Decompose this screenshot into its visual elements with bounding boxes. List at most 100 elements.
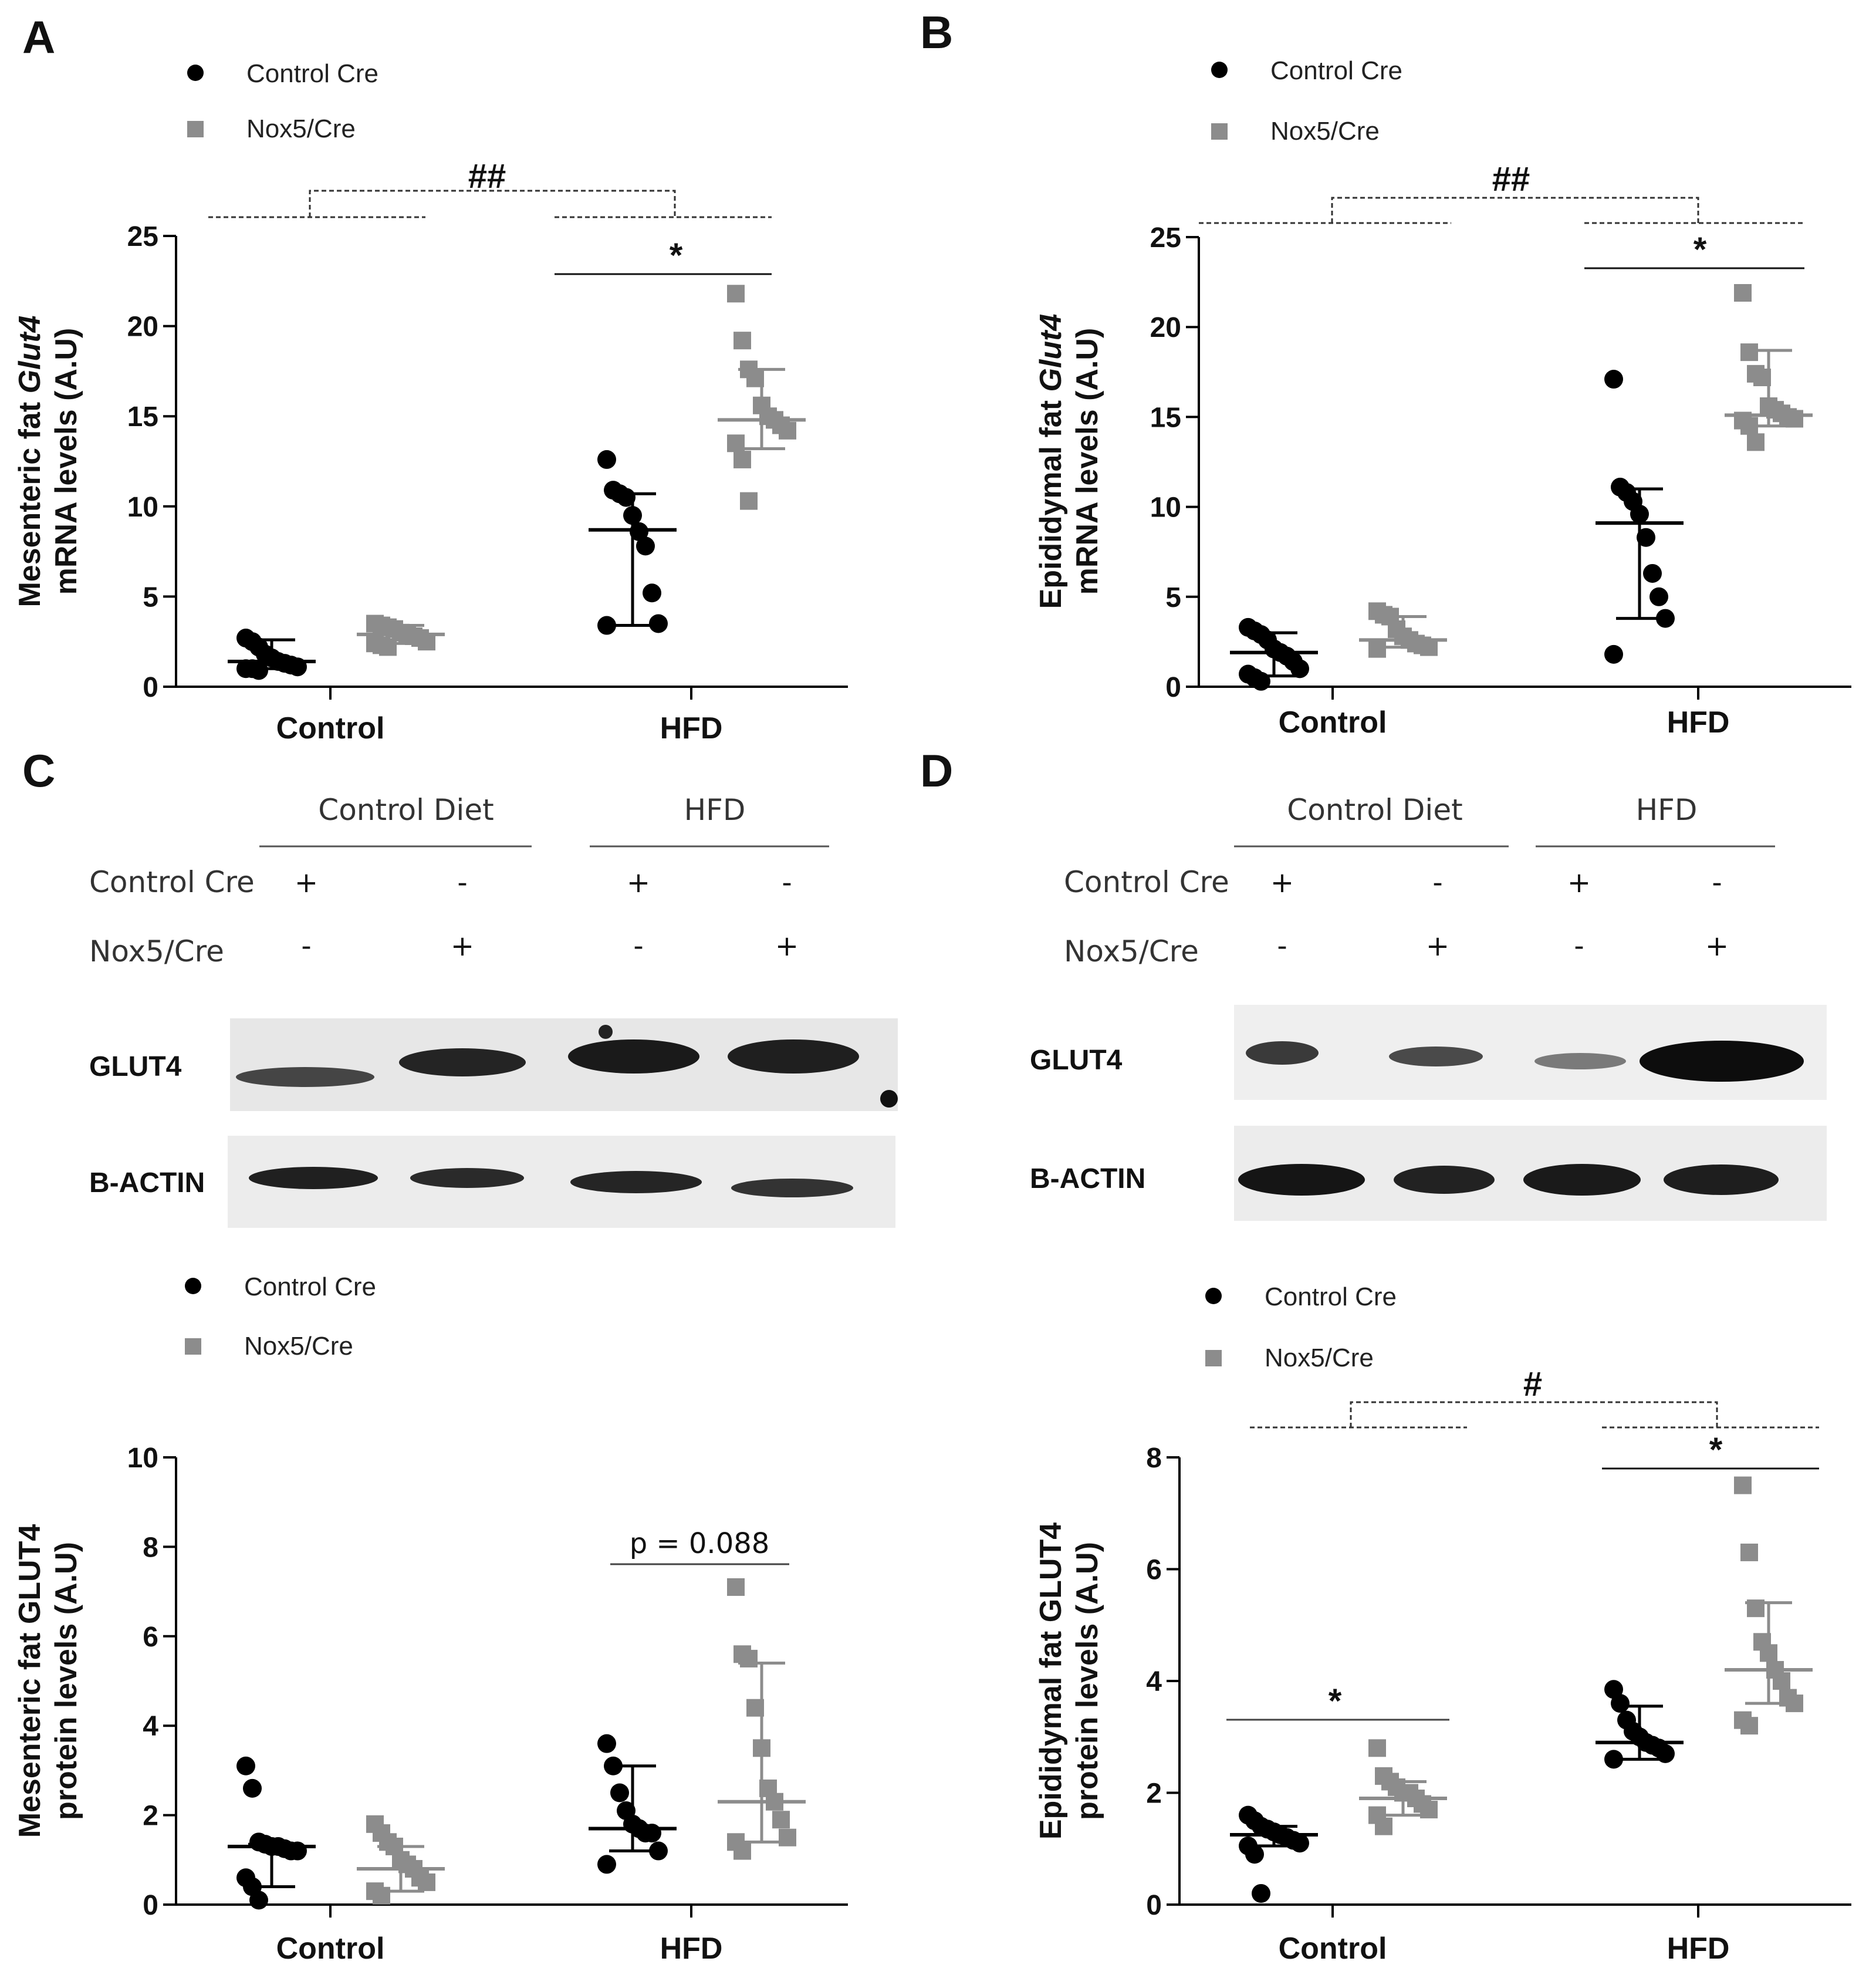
blot-sign: +: [1270, 866, 1294, 899]
chart-panel-d: 0 2 4 6 8 Control HFD Epididymal fat GLUT4prote…: [1034, 1365, 1851, 1966]
y-axis-label: Epididymal fat Glut4mRNA levels (A.U): [1034, 314, 1104, 609]
blot-sign: -: [1432, 866, 1442, 899]
legend-marker-control-cre: [1211, 62, 1228, 78]
band: [728, 1039, 859, 1074]
blot-sign: +: [295, 866, 318, 899]
y-axis-label: Epididymal fat GLUT4protein levels (A.U): [1034, 1523, 1104, 1839]
panel-letter-c: C: [22, 745, 55, 796]
data-point-nox5-cre: [1734, 1476, 1752, 1494]
y-tick-label: 25: [127, 221, 158, 252]
y-tick-label: 0: [143, 672, 158, 703]
band-label-glut4: GLUT4: [1030, 1045, 1123, 1076]
legend-marker-nox5-cre: [185, 1338, 201, 1355]
genotype-significance-mark: *: [1709, 1431, 1723, 1469]
data-point-control-cre: [597, 450, 616, 469]
x-tick-label: Control: [276, 1932, 385, 1966]
legend-marker-control-cre: [1205, 1288, 1222, 1304]
blot-sign: -: [457, 866, 467, 899]
y-axis-label-line: Epididymal fat Glut4: [1034, 314, 1068, 609]
band: [236, 1067, 374, 1087]
data-point-control-cre: [643, 583, 661, 603]
band: [568, 1039, 699, 1074]
data-point-control-cre: [1649, 587, 1668, 606]
y-axis-label-text: Epididymal fat: [1034, 392, 1068, 609]
blot-c: Control Diet HFD Control Cre Nox5/Cre + …: [89, 793, 898, 1228]
band: [1664, 1164, 1779, 1195]
diet-significance-mark: ##: [468, 157, 506, 195]
y-tick-label: 10: [1150, 492, 1181, 524]
x-tick-label: Control: [1279, 705, 1387, 740]
blot-sign: -: [1712, 866, 1722, 899]
x-tick-label: HFD: [660, 711, 723, 745]
legend-c: Control Cre Nox5/Cre: [185, 1272, 376, 1361]
panel-letter-a: A: [22, 11, 55, 63]
panel-letter-d: D: [920, 745, 953, 796]
blot-sign: -: [301, 930, 311, 963]
y-tick-label: 20: [1150, 312, 1181, 343]
data-point-control-cre: [1245, 1845, 1264, 1864]
data-point-nox5-cre: [734, 332, 751, 350]
band: [410, 1168, 524, 1188]
diet-effect-bracket: [1350, 1401, 1718, 1427]
data-point-control-cre: [243, 1778, 262, 1798]
y-axis-label-line: protein levels (A.U): [49, 1542, 83, 1820]
data-point-control-cre: [1637, 528, 1655, 547]
y-tick-label: 15: [127, 401, 158, 433]
data-point-nox5-cre: [779, 421, 796, 440]
x-tick-label: Control: [1279, 1932, 1387, 1966]
band: [1640, 1041, 1804, 1082]
y-tick-label: 2: [143, 1801, 158, 1832]
legend-b: Control Cre Nox5/Cre: [1211, 56, 1402, 146]
blot-sign: +: [1567, 866, 1591, 899]
diet-significance-mark: #: [1523, 1365, 1542, 1403]
band: [1246, 1041, 1319, 1065]
legend-marker-control-cre: [187, 65, 204, 81]
data-point-nox5-cre: [1368, 1739, 1386, 1757]
blot-sign: +: [775, 930, 799, 963]
y-tick-label: 4: [1146, 1666, 1162, 1697]
chart-panel-c: 0 2 4 6 8 10 Control HFD Mesenteric fat GLUT4pro…: [13, 1443, 848, 1966]
y-axis-label-line: mRNA levels (A.U): [1070, 328, 1104, 595]
y-tick-label: 2: [1146, 1778, 1162, 1810]
data-point-control-cre: [1290, 659, 1309, 678]
data-point-control-cre: [1604, 644, 1623, 664]
data-point-control-cre: [649, 1841, 668, 1861]
legend-label-nox5-cre: Nox5/Cre: [246, 114, 356, 143]
band-label-b-actin: B-ACTIN: [89, 1167, 205, 1199]
band: [249, 1167, 378, 1189]
legend-label-nox5-cre: Nox5/Cre: [1270, 117, 1380, 146]
legend-label-control-cre: Control Cre: [1270, 56, 1402, 85]
y-tick-label: 0: [143, 1890, 158, 1921]
y-tick-label: 25: [1150, 222, 1181, 254]
y-tick-label: 20: [127, 312, 158, 343]
blot-sign: -: [782, 866, 792, 899]
blot-d: Control Diet HFD Control Cre Nox5/Cre + …: [1030, 793, 1827, 1221]
chart-panel-b: 0 5 10 15 20 25 Control HFD Epididymal fat Glut4…: [1034, 160, 1851, 740]
data-point-nox5-cre: [1734, 283, 1752, 302]
blot-sign: -: [633, 930, 643, 963]
y-axis-label: Mesenteric fat GLUT4protein levels (A.U): [13, 1524, 83, 1838]
legend-label-control-cre: Control Cre: [244, 1272, 376, 1301]
y-tick-label: 10: [127, 1443, 158, 1474]
band: [731, 1179, 853, 1197]
x-tick-label: HFD: [1667, 1932, 1730, 1966]
data-point-nox5-cre: [727, 1578, 745, 1596]
blot-speck: [599, 1025, 613, 1039]
y-axis-label-line: Mesenteric fat Glut4: [13, 315, 47, 607]
data-point-control-cre: [643, 1824, 661, 1843]
legend-label-nox5-cre: Nox5/Cre: [1265, 1343, 1374, 1372]
y-axis-label-line: Mesenteric fat GLUT4: [13, 1524, 47, 1838]
data-point-nox5-cre: [373, 1886, 390, 1905]
blot-header-hfd: HFD: [684, 793, 746, 827]
x-tick-label: Control: [276, 711, 385, 745]
data-point-control-cre: [1643, 563, 1662, 583]
y-tick-label: 8: [143, 1532, 158, 1563]
blot-sign: +: [1705, 930, 1729, 963]
data-point-nox5-cre: [418, 1873, 435, 1891]
y-tick-label: 0: [1146, 1890, 1162, 1921]
data-point-control-cre: [636, 536, 655, 556]
pvalue-label: p = 0.088: [630, 1527, 770, 1560]
blot-header-control-diet: Control Diet: [1287, 793, 1462, 827]
y-axis-label-line: protein levels (A.U): [1070, 1542, 1104, 1820]
